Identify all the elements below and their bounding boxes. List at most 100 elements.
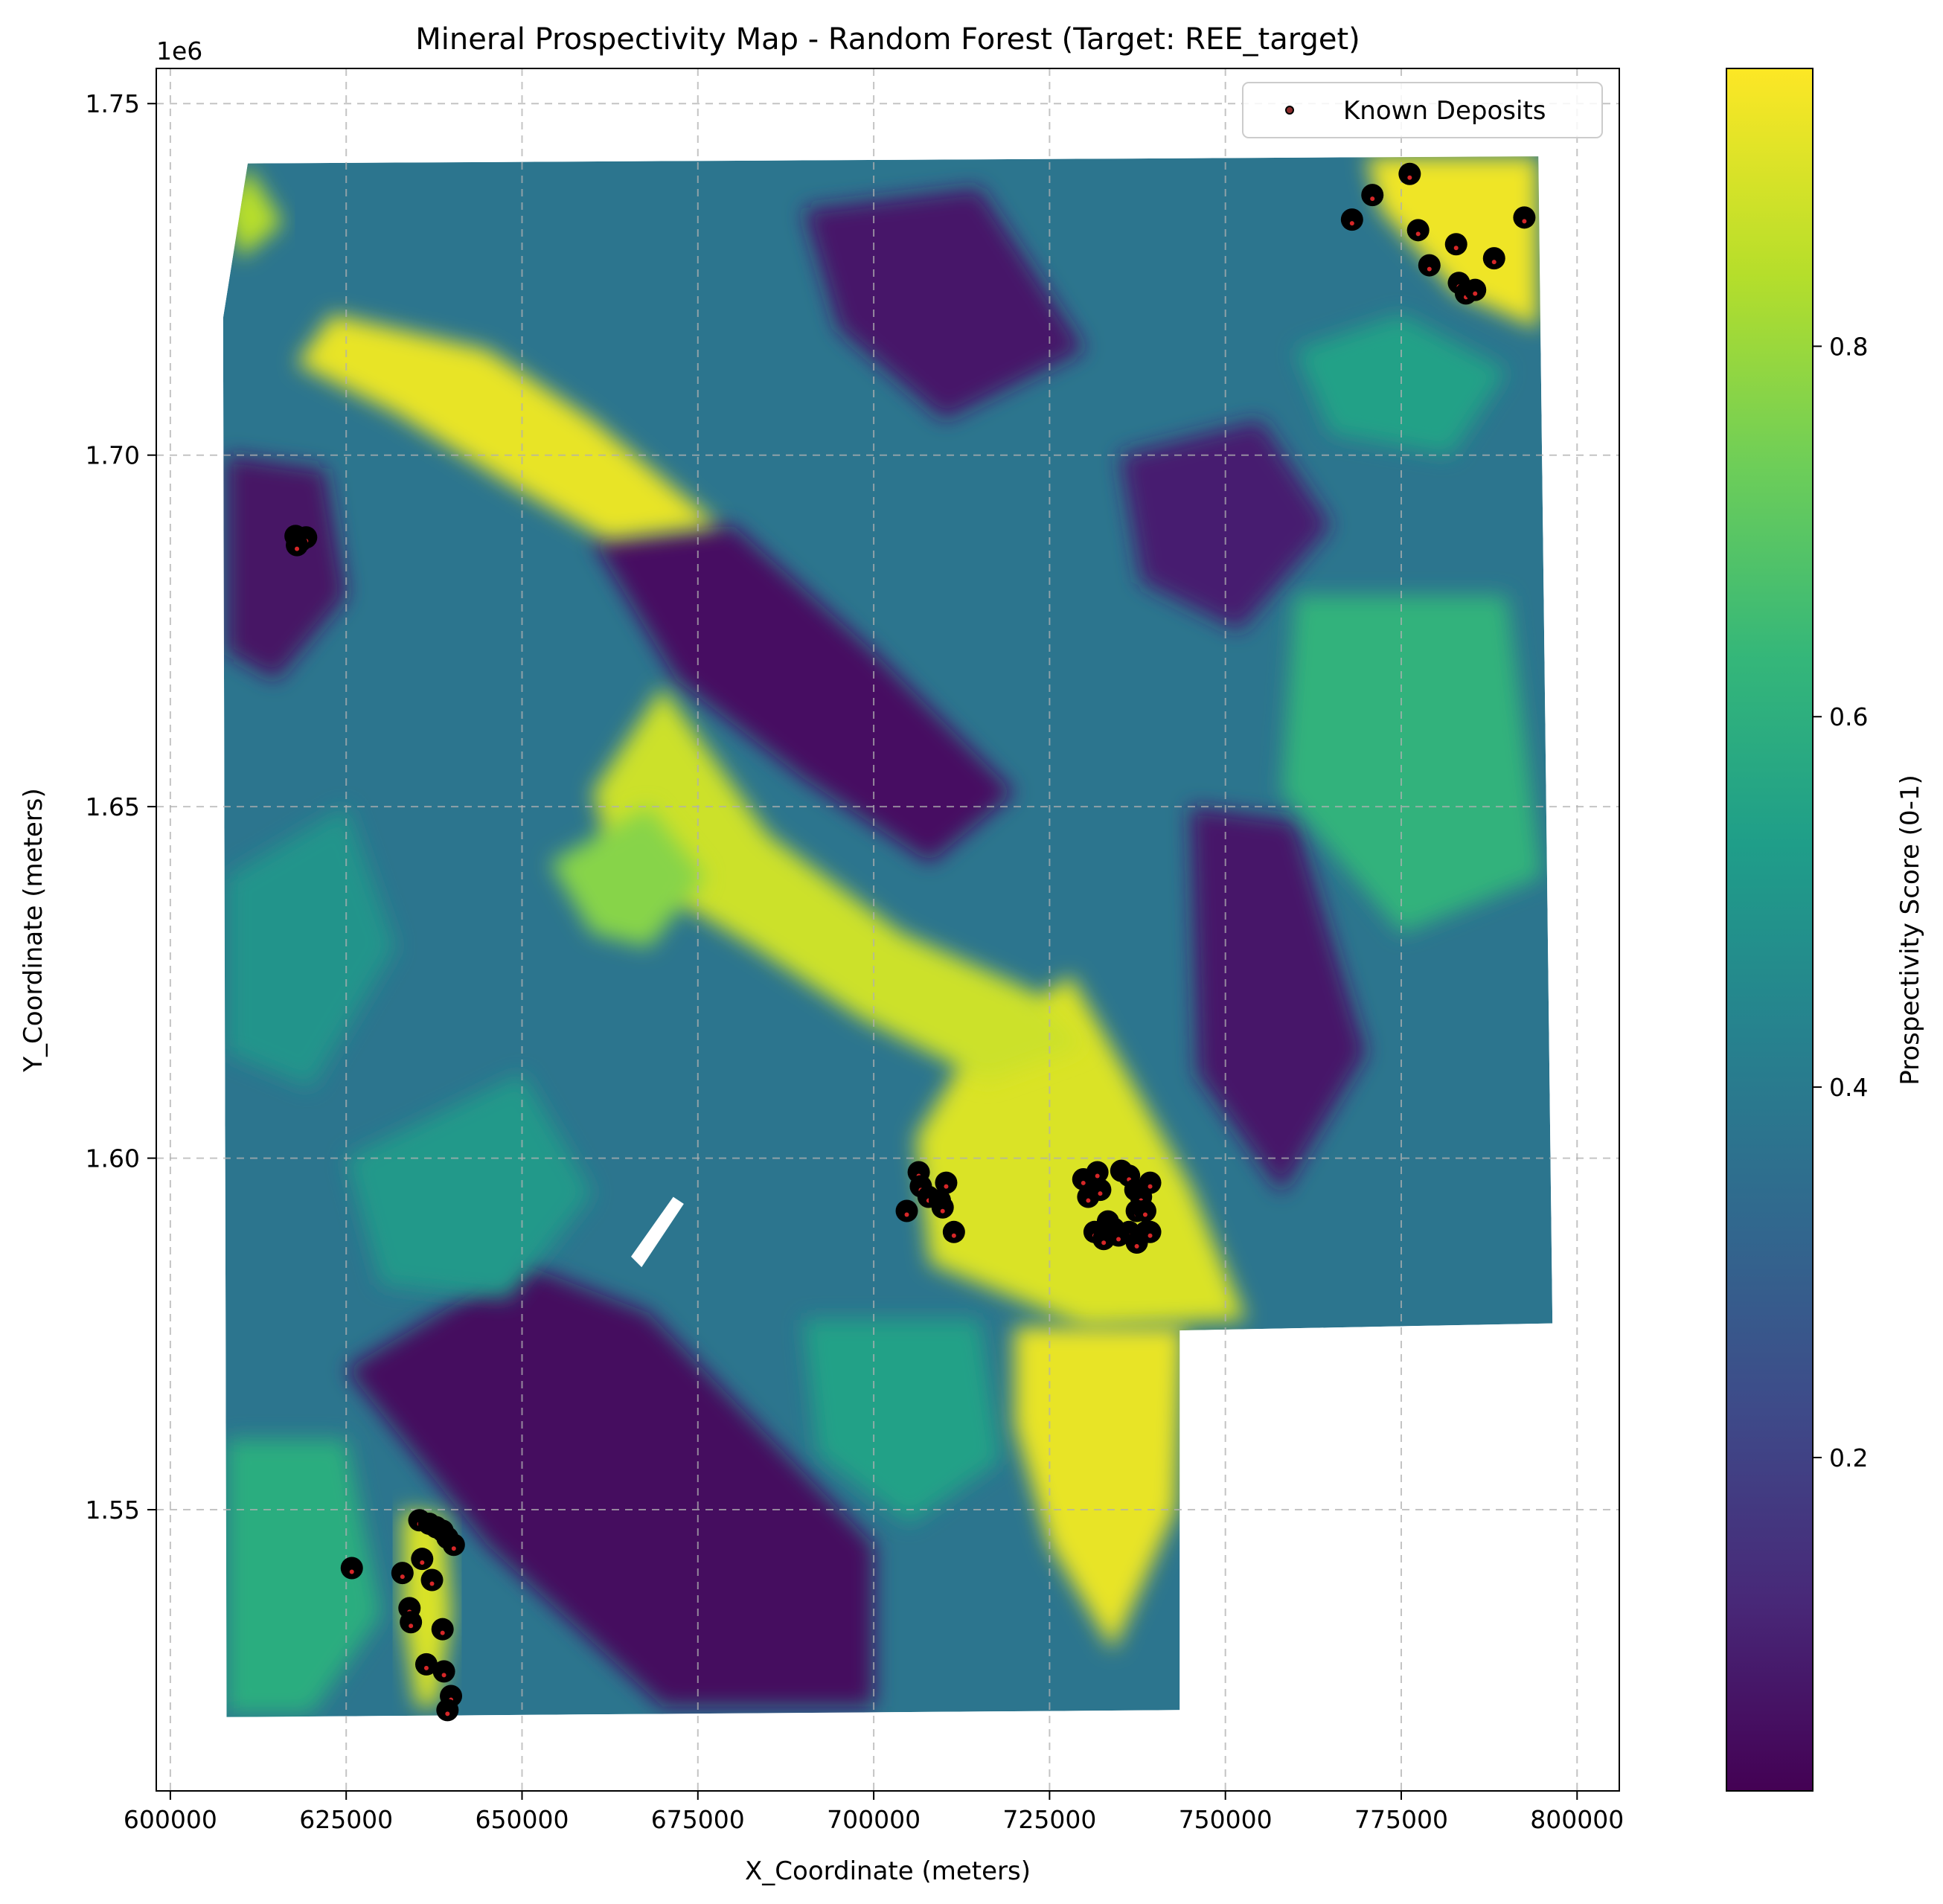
y-axis-label: Y_Coordinate (meters) bbox=[19, 788, 48, 1072]
x-tick-label: 700000 bbox=[827, 1805, 921, 1834]
legend-label-known-deposits: Known Deposits bbox=[1343, 96, 1546, 126]
deposit-point bbox=[1133, 1199, 1156, 1222]
colorbar-label: Prospectivity Score (0-1) bbox=[1895, 775, 1925, 1086]
x-axis-label: X_Coordinate (meters) bbox=[745, 1856, 1031, 1886]
y-tick-label: 1.60 bbox=[86, 1144, 140, 1173]
mid-score-zone bbox=[1281, 595, 1542, 934]
deposit-point bbox=[895, 1199, 918, 1222]
deposit-point-center bbox=[1349, 221, 1354, 226]
deposit-point-center bbox=[1491, 260, 1497, 265]
prospectivity-heatmap bbox=[223, 156, 1553, 1717]
deposit-point bbox=[411, 1548, 434, 1571]
chart-title: Mineral Prospectivity Map - Random Fores… bbox=[415, 22, 1360, 57]
deposit-point bbox=[1139, 1171, 1162, 1194]
high-score-zone bbox=[1014, 1327, 1183, 1650]
deposit-point-center bbox=[1415, 231, 1421, 237]
mid-score-zone bbox=[226, 1439, 382, 1714]
deposit-point bbox=[1361, 184, 1384, 207]
colorbar-tick-label: 0.8 bbox=[1829, 332, 1868, 361]
deposit-point bbox=[1444, 233, 1467, 256]
deposit-point-center bbox=[295, 546, 300, 551]
low-score-zone bbox=[226, 455, 347, 681]
colorbar-tick-label: 0.6 bbox=[1829, 702, 1868, 731]
deposit-point bbox=[442, 1533, 465, 1557]
x-tick-label: 775000 bbox=[1354, 1805, 1448, 1834]
colorbar: 0.2 0.4 0.6 0.8 Prospectivity Score (0-1) bbox=[1726, 68, 1925, 1792]
deposit-point bbox=[1398, 162, 1421, 185]
deposit-point-center bbox=[944, 1184, 949, 1189]
colorbar-ticks: 0.2 0.4 0.6 0.8 bbox=[1813, 332, 1868, 1472]
deposit-point-center bbox=[1522, 219, 1527, 224]
deposit-point-center bbox=[400, 1574, 405, 1580]
deposit-point bbox=[1513, 206, 1536, 229]
high-score-zone bbox=[550, 807, 705, 948]
deposit-point bbox=[432, 1660, 455, 1683]
colorbar-tick-label: 0.4 bbox=[1829, 1073, 1868, 1102]
deposit-point-center bbox=[1453, 246, 1459, 251]
deposit-point bbox=[942, 1220, 965, 1243]
deposit-point-center bbox=[1427, 266, 1432, 272]
y-tick-label: 1.65 bbox=[86, 792, 140, 821]
y-axis: 1.55 1.60 1.65 1.70 1.75 bbox=[86, 89, 156, 1525]
deposit-point bbox=[436, 1699, 459, 1722]
deposit-point bbox=[391, 1562, 414, 1585]
deposit-point bbox=[286, 533, 309, 557]
deposit-point-center bbox=[440, 1630, 445, 1635]
deposit-point bbox=[1107, 1224, 1130, 1247]
colorbar-gradient bbox=[1726, 68, 1814, 1792]
deposit-point bbox=[340, 1557, 363, 1580]
deposit-point bbox=[400, 1611, 423, 1634]
deposit-point-center bbox=[423, 1665, 429, 1670]
y-axis-offset-label: 1e6 bbox=[156, 36, 202, 65]
deposit-point-center bbox=[904, 1212, 909, 1217]
y-tick-label: 1.70 bbox=[86, 441, 140, 470]
legend-box bbox=[1242, 82, 1603, 138]
known-deposits-series bbox=[284, 162, 1536, 1722]
mid-score-zone bbox=[1296, 314, 1507, 455]
x-axis: 600000 625000 650000 675000 700000 725000 7500… bbox=[124, 1791, 1624, 1834]
deposit-point bbox=[414, 1653, 438, 1676]
deposit-point bbox=[931, 1196, 954, 1219]
mid-score-zone bbox=[346, 1074, 592, 1299]
x-tick-label: 625000 bbox=[299, 1805, 393, 1834]
deposit-point-center bbox=[1116, 1237, 1121, 1242]
x-tick-label: 675000 bbox=[651, 1805, 745, 1834]
deposit-point-center bbox=[349, 1569, 354, 1574]
deposit-point bbox=[1482, 247, 1505, 270]
no-data-patch bbox=[631, 1196, 684, 1268]
deposit-point-center bbox=[1101, 1240, 1107, 1246]
grid-lines bbox=[156, 68, 1619, 1791]
plot-frame bbox=[156, 68, 1620, 1792]
legend-marker-known-deposits bbox=[1285, 106, 1294, 115]
mid-score-zone bbox=[226, 807, 396, 1089]
deposit-point bbox=[1464, 278, 1487, 301]
legend: Known Deposits bbox=[1242, 82, 1603, 138]
x-tick-label: 600000 bbox=[124, 1805, 217, 1834]
deposit-point-center bbox=[1370, 196, 1375, 202]
deposit-point-center bbox=[940, 1208, 945, 1214]
deposit-point bbox=[1086, 1161, 1109, 1184]
deposit-point-center bbox=[1473, 291, 1478, 296]
mid-score-zone bbox=[803, 1319, 1001, 1524]
deposit-point-center bbox=[1407, 175, 1412, 180]
deposit-point-center bbox=[1095, 1173, 1100, 1179]
deposit-point-center bbox=[1086, 1198, 1091, 1203]
deposit-point-center bbox=[1081, 1180, 1086, 1185]
x-tick-label: 725000 bbox=[1002, 1805, 1096, 1834]
deposit-point bbox=[1418, 254, 1441, 277]
x-tick-label: 750000 bbox=[1179, 1805, 1273, 1834]
deposit-point-center bbox=[951, 1233, 956, 1238]
deposit-point-center bbox=[445, 1711, 450, 1717]
deposit-point-center bbox=[1147, 1233, 1153, 1238]
plot-area bbox=[156, 68, 1619, 1791]
high-score-zone bbox=[297, 314, 720, 540]
deposit-point-center bbox=[420, 1560, 425, 1565]
no-data-area bbox=[631, 1196, 684, 1268]
deposit-point-center bbox=[451, 1546, 456, 1551]
deposit-point-center bbox=[1147, 1184, 1153, 1189]
deposit-point bbox=[935, 1171, 958, 1194]
deposit-point bbox=[431, 1618, 454, 1641]
x-tick-label: 650000 bbox=[476, 1805, 569, 1834]
low-score-zone bbox=[346, 1263, 874, 1707]
